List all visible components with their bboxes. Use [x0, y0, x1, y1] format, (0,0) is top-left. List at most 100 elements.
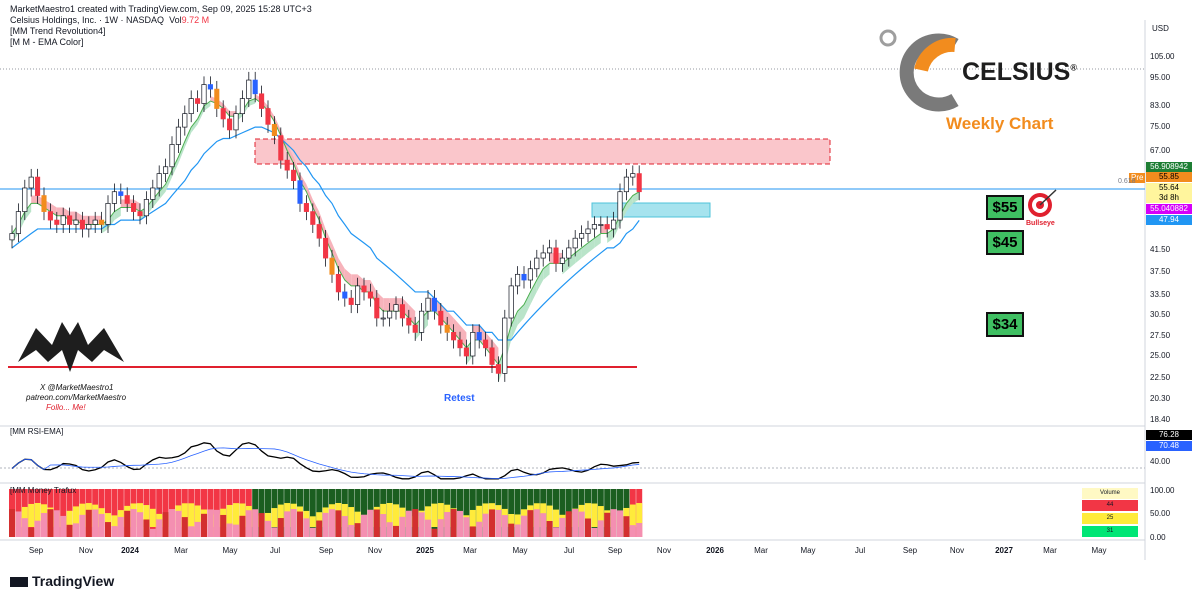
price-tick: 27.50 — [1150, 331, 1171, 341]
candle-body — [284, 159, 290, 171]
candle-body — [540, 252, 546, 259]
price-tick: 18.40 — [1150, 414, 1171, 424]
x-tick: May — [512, 546, 527, 555]
mf-bar-top — [309, 489, 316, 537]
candle-body — [278, 135, 284, 161]
candlesticks[interactable] — [9, 71, 642, 382]
candle-body — [438, 310, 444, 326]
demand-zone[interactable] — [591, 202, 711, 218]
mf-bar-bottom — [425, 519, 431, 537]
candle-body — [399, 304, 405, 319]
ema-ribbon-segment — [56, 207, 64, 216]
rsi-title[interactable]: [MM RSI-EMA] — [10, 427, 64, 436]
candle-body — [470, 332, 476, 357]
mf-bar-top — [111, 489, 118, 537]
price-tick: 25.00 — [1150, 351, 1171, 360]
watermark-patreon: patreon.com/MarketMaestro — [26, 393, 127, 402]
candle-body — [559, 257, 565, 264]
candle-body — [579, 233, 585, 239]
mf-bar-bottom — [79, 514, 86, 537]
target-34[interactable]: $34 — [986, 312, 1024, 337]
candle-body — [508, 285, 514, 319]
candle-body — [207, 84, 213, 90]
mf-bar-bottom — [277, 518, 284, 537]
mf-bar-bottom — [463, 517, 470, 537]
candle-body — [380, 317, 386, 320]
target-55[interactable]: $55 — [986, 195, 1024, 220]
mf-bar-mid — [348, 507, 355, 527]
candle-body — [361, 285, 367, 293]
mf-bar-bottom — [514, 524, 521, 537]
candle-body — [617, 191, 623, 221]
mf-bar-bottom — [399, 516, 406, 537]
tag-55-04: 55.040882 — [1146, 204, 1192, 214]
pre-label: Pre — [1129, 173, 1146, 183]
fib-label: 0.618 — [1118, 178, 1136, 185]
vol-value: 9.72 M — [181, 15, 210, 25]
candle-body — [316, 224, 322, 239]
x-tick: Jul — [270, 546, 280, 555]
indicator-label-2[interactable]: [M M - EMA Color] — [10, 37, 84, 47]
ema-ribbon-segment — [453, 318, 460, 340]
mf-bar-bottom — [156, 519, 163, 537]
ema-ribbon-segment — [204, 101, 211, 112]
mf-bar-mid — [226, 504, 233, 527]
candle-body — [483, 339, 489, 349]
mf-bar-bottom — [501, 515, 508, 537]
mf-bar-bottom — [111, 526, 118, 537]
target-45[interactable]: $45 — [986, 230, 1024, 255]
mf-bar-bottom — [181, 517, 188, 537]
mf-bar-top — [156, 489, 163, 537]
created-line: MarketMaestro1 created with TradingView.… — [10, 4, 312, 14]
ema-ribbon-segment — [511, 311, 518, 340]
candle-body — [444, 324, 450, 333]
supply-zone[interactable] — [254, 138, 831, 165]
ema-ribbon-segment — [376, 291, 384, 312]
candle-body — [239, 98, 245, 115]
candle-body — [41, 195, 47, 212]
mf-bar-mid — [597, 506, 604, 527]
indicator-label-1[interactable]: [MM Trend Revolution4] — [10, 26, 106, 36]
x-tick: Sep — [608, 546, 623, 555]
ema-ribbon-segment — [300, 173, 307, 192]
mf-bar-bottom — [188, 526, 195, 537]
candle-body — [22, 187, 28, 212]
mf-bar-bottom — [469, 526, 476, 537]
candle-body — [182, 113, 188, 128]
x-tick: 2027 — [995, 546, 1013, 555]
x-tick: Nov — [79, 546, 93, 555]
candle-body — [265, 108, 271, 125]
mf-bar-mid — [514, 514, 521, 527]
ema-ribbon-segment — [306, 184, 313, 208]
mf-bar-bottom — [572, 509, 579, 537]
mf-bar-bottom — [175, 510, 182, 537]
bullseye-label: Bullseye — [1026, 220, 1055, 227]
x-tick: May — [1091, 546, 1106, 555]
rsi-line — [11, 442, 640, 480]
mf-bar-mid — [149, 508, 156, 527]
candle-body — [502, 317, 508, 374]
mf-bar-bottom — [476, 521, 483, 537]
mf-bar-mid — [591, 503, 598, 527]
x-tick: Sep — [319, 546, 334, 555]
ema-ribbon-segment — [223, 103, 230, 117]
mf-bar-mid — [188, 503, 195, 527]
candle-body — [604, 224, 610, 230]
candle-body — [220, 108, 226, 120]
mf-bar-top — [508, 489, 515, 537]
candle-body — [636, 173, 642, 193]
tradingview-branding[interactable]: TradingView — [10, 573, 114, 589]
candle-body — [169, 144, 175, 168]
candle-body — [335, 273, 341, 293]
candle-body — [623, 176, 629, 193]
mf-bar-bottom — [284, 511, 291, 537]
mf-bar-mid — [553, 509, 559, 527]
ema-ribbon-segment — [319, 211, 326, 239]
watermark-handle: X @MarketMaestro1 — [40, 383, 114, 392]
mf-bar-bottom — [92, 509, 99, 537]
mf-bar-mid — [393, 504, 399, 527]
mf-bar-mid — [239, 503, 246, 527]
mf-title[interactable]: [MM Money Trafux — [10, 486, 77, 495]
mf-bar-bottom — [130, 509, 137, 537]
